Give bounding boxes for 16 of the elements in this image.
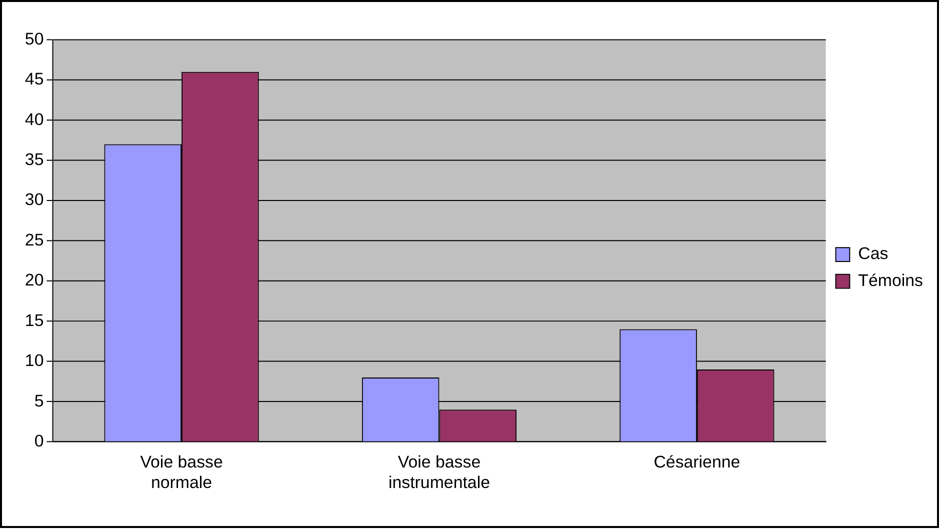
y-tick-label: 20 xyxy=(24,270,44,290)
y-tick-label: 40 xyxy=(24,110,44,129)
y-tick-label: 10 xyxy=(24,351,44,370)
x-tick-label: Césarienne xyxy=(654,452,740,472)
y-tick-label: 5 xyxy=(34,391,44,410)
y-tick-label: 30 xyxy=(24,190,44,210)
x-tick-label: Voie basse instrumentale xyxy=(388,452,490,492)
y-tick-label: 35 xyxy=(24,150,44,169)
legend-label: Cas xyxy=(858,244,888,264)
y-tick-label: 45 xyxy=(24,70,44,89)
y-tick-label: 15 xyxy=(24,310,44,330)
y-tick-label: 50 xyxy=(24,29,44,48)
legend-label: Témoins xyxy=(858,271,923,290)
y-tick-label: 25 xyxy=(24,230,44,250)
y-tick-label: 0 xyxy=(34,432,44,450)
x-tick-label: Voie basse normale xyxy=(140,452,223,492)
